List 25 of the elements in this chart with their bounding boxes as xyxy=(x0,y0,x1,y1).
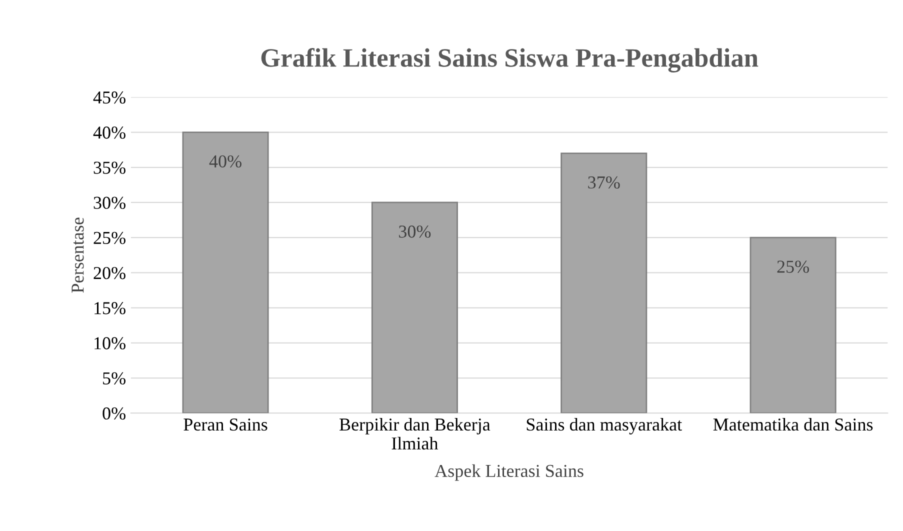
y-tick-label: 10% xyxy=(94,337,126,350)
data-label: 25% xyxy=(777,260,809,273)
chart-title: Grafik Literasi Sains Siswa Pra-Pengabdian xyxy=(261,48,758,72)
x-tick-label: Peran Sains xyxy=(184,418,268,431)
y-tick-label: 20% xyxy=(94,266,126,280)
y-tick-label: 40% xyxy=(93,126,126,139)
data-label: 37% xyxy=(588,176,620,189)
y-tick-label: 25% xyxy=(94,232,126,244)
x-tick-label: Matematika dan Sains xyxy=(713,418,873,431)
x-tick-label: Berpikir dan Bekerja Ilmiah xyxy=(340,418,490,450)
bar xyxy=(750,236,836,414)
y-tick-label: 5% xyxy=(103,372,126,385)
y-tick-label: 35% xyxy=(94,162,126,174)
y-axis-title: Persentase xyxy=(72,218,84,293)
data-label: 30% xyxy=(399,226,431,238)
bar xyxy=(371,202,458,414)
x-tick-label: Sains dan masyarakat xyxy=(526,418,682,434)
data-label: 40% xyxy=(209,155,242,168)
y-tick-label: 15% xyxy=(94,302,126,314)
x-axis-title: Aspek Literasi Sains xyxy=(434,464,584,481)
y-tick-label: 0% xyxy=(102,407,126,420)
y-tick-label: 30% xyxy=(94,196,126,209)
bar xyxy=(182,132,269,414)
y-tick-label: 45% xyxy=(93,91,126,104)
bar xyxy=(560,152,648,414)
